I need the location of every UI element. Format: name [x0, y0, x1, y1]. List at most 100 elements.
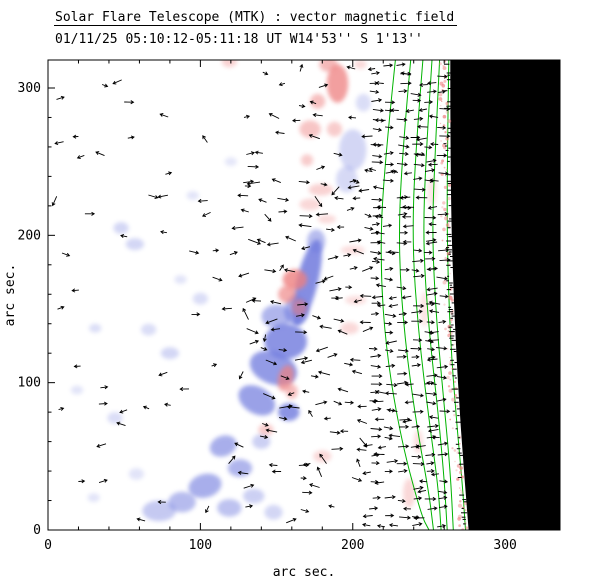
vector-arrow [388, 433, 401, 438]
vector-arrow [260, 347, 268, 351]
edge-speckle [446, 347, 449, 350]
polarity-blob [355, 93, 371, 112]
vector-arrow [262, 334, 267, 343]
vector-arrow [286, 404, 300, 409]
vector-arrow [424, 215, 437, 220]
vector-arrow [424, 145, 433, 150]
vector-arrow [424, 496, 437, 501]
edge-speckle [459, 500, 462, 503]
vector-arrow [329, 430, 341, 435]
vector-arrow [351, 477, 363, 482]
vector-arrow [363, 443, 373, 448]
vector-arrow [243, 483, 255, 489]
vector-arrow [400, 230, 409, 235]
vector-arrow [349, 357, 361, 362]
polarity-blob [282, 269, 308, 290]
vector-arrow [396, 162, 408, 167]
vector-arrow [371, 434, 382, 439]
vector-arrow [285, 235, 296, 242]
vector-arrow [349, 178, 357, 183]
edge-speckle [451, 345, 453, 348]
vector-arrow [352, 179, 360, 184]
vector-arrow [412, 409, 424, 414]
edge-speckle [465, 526, 469, 530]
edge-speckle [445, 110, 449, 115]
vector-arrow [438, 247, 450, 253]
vector-arrow [101, 83, 109, 88]
vector-arrow [299, 63, 304, 72]
polarity-blob [317, 214, 336, 224]
tick-labels: 0 100 200 300 0 100 200 300 [18, 81, 517, 553]
edge-speckle [447, 196, 451, 201]
vector-arrow [238, 371, 244, 380]
vector-arrow [348, 115, 357, 120]
vector-arrow [279, 264, 284, 272]
vector-arrow [428, 114, 439, 119]
vector-arrow [333, 152, 343, 157]
vector-arrow [364, 226, 374, 231]
vector-arrow [287, 392, 295, 396]
edge-speckle [442, 280, 447, 285]
vector-arrow [425, 230, 437, 235]
edge-speckle [443, 207, 447, 212]
edge-speckle [457, 517, 461, 521]
vector-arrow [265, 359, 278, 366]
edge-speckle [443, 166, 446, 169]
vector-arrow [78, 479, 86, 484]
edge-speckle [445, 149, 449, 151]
vector-arrow [279, 416, 288, 421]
edge-speckle [455, 469, 458, 472]
edge-speckle [451, 447, 454, 450]
vector-arrow [398, 311, 408, 316]
vector-arrow [205, 505, 210, 514]
vector-arrow [402, 224, 414, 229]
edge-speckle [455, 405, 459, 408]
vector-arrow [410, 346, 422, 351]
vector-arrow [295, 330, 308, 335]
vector-arrow [228, 455, 236, 464]
edge-speckle [447, 156, 452, 158]
vector-arrow [189, 250, 200, 255]
vector-arrows [51, 62, 451, 529]
vector-arrow [369, 89, 380, 94]
vector-arrow [84, 211, 96, 216]
edge-speckle [446, 129, 448, 131]
vector-arrow [302, 389, 310, 394]
vector-arrow [315, 400, 328, 406]
y-tick-label: 100 [18, 376, 41, 391]
vector-arrow [385, 363, 396, 368]
edge-speckle [447, 385, 451, 388]
vector-arrow [397, 444, 410, 449]
vector-arrow [436, 276, 449, 281]
vector-arrow [58, 406, 65, 411]
vector-arrow [384, 100, 396, 105]
vector-arrow [119, 409, 128, 414]
vector-arrow [264, 213, 272, 222]
vector-arrow [413, 485, 424, 490]
vector-arrow [76, 154, 85, 159]
vector-arrow [266, 242, 279, 247]
contour-line [380, 60, 430, 530]
edge-speckle [459, 454, 465, 456]
polarity-blob [308, 183, 333, 196]
edge-speckle [444, 90, 448, 92]
vector-arrow [312, 315, 322, 320]
vector-arrow [316, 165, 326, 170]
contour-line [412, 60, 442, 530]
polarity-blob [125, 238, 144, 251]
vector-arrow [428, 415, 439, 420]
vector-arrow [278, 209, 288, 214]
edge-speckle [448, 295, 453, 300]
polarity-blob [107, 412, 123, 424]
edge-speckle [448, 371, 452, 375]
vector-arrow [346, 65, 356, 70]
edge-speckle [457, 477, 462, 478]
vector-arrow [56, 95, 65, 100]
vector-arrow [371, 259, 381, 264]
vector-arrow [439, 107, 451, 112]
vector-arrow [371, 374, 383, 379]
vector-arrow [51, 196, 58, 207]
polarity-blob [285, 384, 298, 399]
vector-arrow [370, 382, 383, 387]
vector-arrow [364, 213, 372, 218]
